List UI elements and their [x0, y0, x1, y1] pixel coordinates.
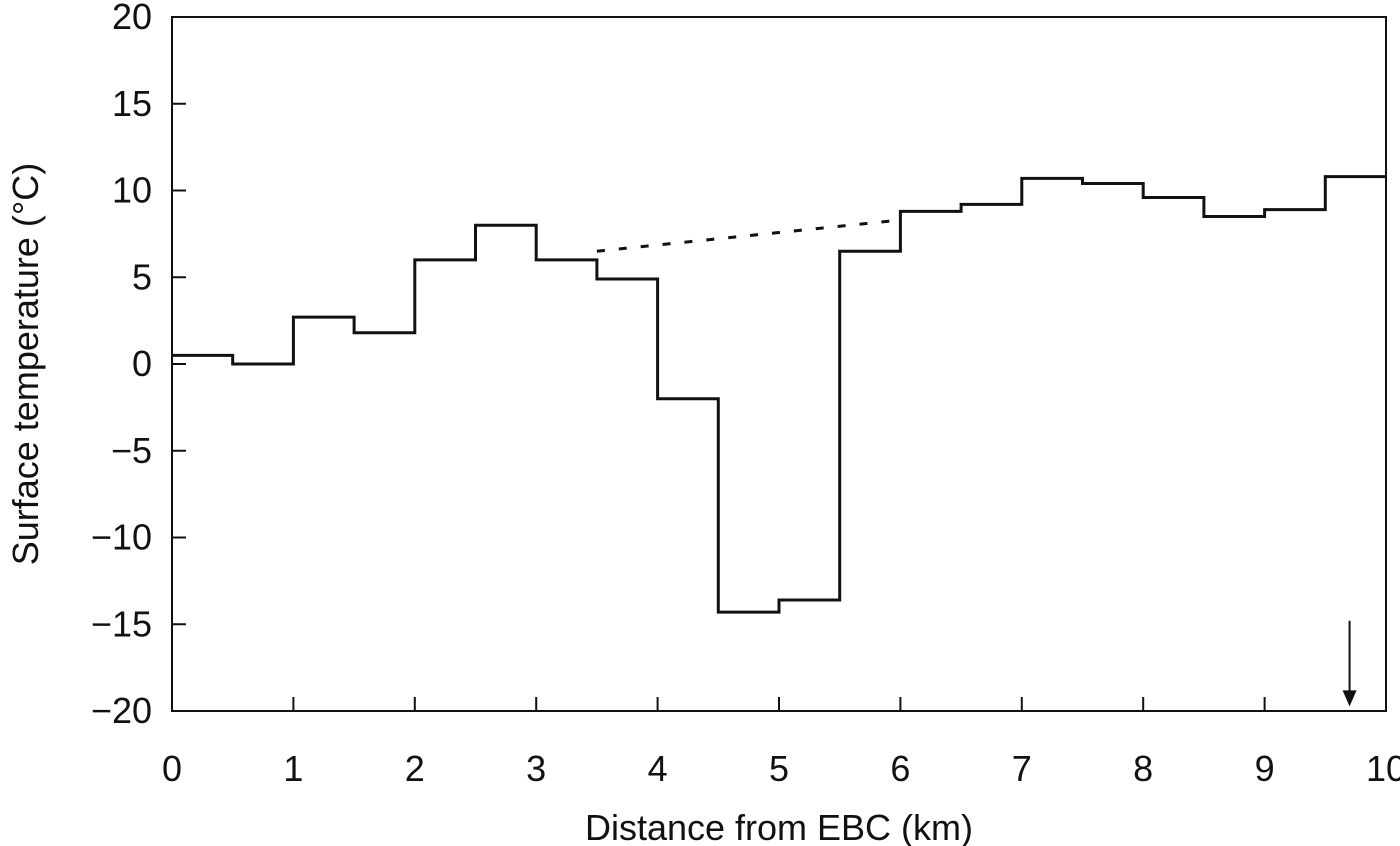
x-axis-title: Distance from EBC (km): [585, 807, 973, 846]
x-tick-label-10: 10: [1366, 748, 1400, 789]
y-tick-label--10: −10: [91, 517, 152, 558]
axes-group: 0 1 2 3 4 5 6 7 8 9 10 −20 −15 −10 −5 0 5 10 15 20: [91, 0, 1400, 789]
arrow-annotation: [1342, 620, 1357, 707]
y-tick-label-10: 10: [112, 170, 152, 211]
x-tick-label-0: 0: [162, 748, 182, 789]
x-tick-label-4: 4: [648, 748, 668, 789]
x-tick-label-6: 6: [890, 748, 910, 789]
y-tick-label-5: 5: [132, 256, 152, 297]
y-axis-title: Surface temperature (°C): [5, 163, 46, 566]
x-tick-label-3: 3: [526, 748, 546, 789]
y-tick-label-0: 0: [132, 343, 152, 384]
dashed-line-series: [596, 218, 901, 253]
step-line-series: [172, 175, 1386, 614]
x-tick-label-2: 2: [405, 748, 425, 789]
series-group: [172, 175, 1386, 707]
y-tick-label-20: 20: [112, 0, 152, 37]
arrow-head: [1342, 690, 1357, 707]
y-tick-label--15: −15: [91, 603, 152, 644]
x-tick-label-9: 9: [1255, 748, 1275, 789]
x-tick-label-8: 8: [1133, 748, 1153, 789]
y-tick-label-15: 15: [112, 83, 152, 124]
y-tick-label--5: −5: [111, 430, 152, 471]
x-tick-label-7: 7: [1012, 748, 1032, 789]
axis-titles: Distance from EBC (km) Surface temperatu…: [5, 163, 973, 846]
x-tick-label-5: 5: [769, 748, 789, 789]
x-tick-label-1: 1: [283, 748, 303, 789]
y-tick-label--20: −20: [91, 690, 152, 731]
